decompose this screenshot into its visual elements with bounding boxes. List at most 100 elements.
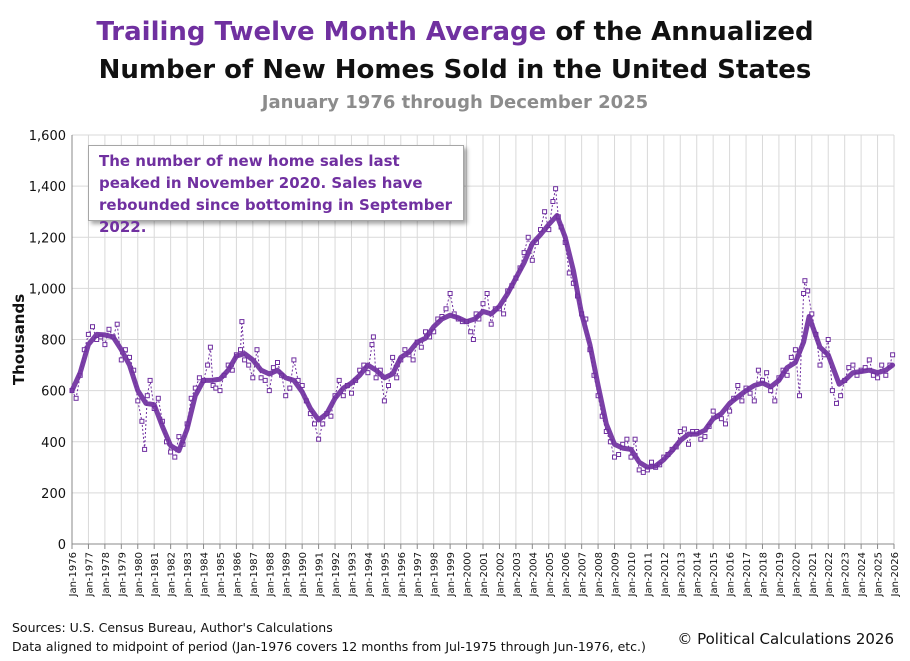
monthly-data-point: [727, 408, 733, 414]
monthly-data-point: [328, 413, 334, 419]
monthly-data-point: [468, 329, 474, 335]
x-tick-label: Jan-2017: [742, 552, 753, 597]
monthly-data-point: [176, 434, 182, 440]
monthly-data-point: [365, 370, 371, 376]
monthly-data-point: [632, 436, 638, 442]
x-tick-label: Jan-2016: [726, 552, 737, 597]
x-tick-label: Jan-1978: [101, 552, 112, 597]
monthly-data-point: [735, 383, 741, 388]
y-tick-label: 800: [41, 334, 66, 349]
monthly-data-point: [751, 398, 757, 404]
monthly-data-point: [710, 408, 716, 414]
monthly-data-point: [207, 344, 213, 350]
x-tick-label: Jan-1999: [446, 552, 457, 597]
y-tick-label: 1,000: [29, 282, 66, 297]
monthly-data-point: [542, 209, 548, 215]
monthly-data-point: [488, 321, 494, 327]
monthly-data-point: [788, 354, 794, 360]
monthly-data-point: [529, 257, 535, 263]
x-tick-label: Jan-1981: [150, 552, 161, 597]
monthly-data-point: [805, 288, 811, 294]
y-tick-label: 0: [58, 538, 66, 553]
x-tick-label: Jan-2003: [512, 552, 523, 597]
y-tick-label: 400: [41, 436, 66, 451]
x-tick-label: Jan-2014: [693, 552, 704, 597]
axes: [71, 135, 895, 549]
monthly-data-point: [118, 357, 124, 363]
x-tick-label: Jan-2004: [528, 552, 539, 597]
monthly-data-point: [210, 383, 216, 388]
x-tick-label: Jan-2018: [758, 552, 769, 597]
x-tick-label: Jan-2007: [578, 552, 589, 597]
monthly-data-point: [443, 306, 449, 312]
ttm-average-line: [69, 213, 896, 470]
x-tick-label: Jan-1998: [430, 552, 441, 597]
x-tick-label: Jan-2020: [791, 552, 802, 597]
x-tick-label: Jan-1996: [397, 552, 408, 597]
monthly-data-point: [381, 398, 387, 404]
monthly-data-point: [681, 426, 687, 432]
x-tick-label: Jan-1984: [200, 552, 211, 597]
monthly-data-point: [139, 418, 145, 424]
x-tick-label: Jan-2006: [561, 552, 572, 597]
monthly-data-point: [553, 186, 559, 192]
x-tick-label: Jan-1991: [315, 552, 326, 597]
x-tick-label: Jan-2013: [676, 552, 687, 597]
monthly-data-point: [266, 388, 272, 394]
monthly-data-point: [242, 357, 248, 363]
series-layer: [69, 186, 896, 475]
monthly-data-point: [809, 311, 815, 317]
y-tick-label: 600: [41, 385, 66, 400]
chart-title-line-1: Trailing Twelve Month Average of the Ann…: [0, 14, 910, 50]
monthly-data-point: [246, 362, 252, 368]
monthly-data-point: [135, 398, 141, 404]
x-tick-label: Jan-2001: [479, 552, 490, 597]
x-tick-label: Jan-2015: [709, 552, 720, 597]
monthly-data-point: [649, 459, 654, 465]
x-tick-label: Jan-2008: [594, 552, 605, 597]
tick-labels: 0 200 400 600 800 1,000 1,200 1,400 1,600 Jan-197…: [10, 129, 901, 597]
monthly-data-point: [73, 395, 79, 401]
chart-title-accent: Trailing Twelve Month Average: [96, 17, 547, 47]
monthly-data-point: [85, 331, 91, 337]
monthly-data-point: [698, 436, 704, 442]
x-tick-label: Jan-1989: [282, 552, 293, 597]
monthly-data-point: [340, 393, 346, 399]
x-tick-label: Jan-1979: [117, 552, 128, 597]
monthly-data-point: [480, 301, 486, 307]
monthly-data-point: [846, 365, 852, 371]
monthly-data-point: [370, 334, 376, 340]
annotation-callout: The number of new home sales last peaked…: [88, 145, 464, 236]
x-tick-label: Jan-1986: [232, 552, 243, 597]
monthly-data-point: [525, 234, 531, 240]
monthly-data-point: [825, 337, 831, 342]
monthly-data-point: [802, 278, 808, 284]
monthly-data-point: [205, 362, 211, 368]
x-tick-label: Jan-2019: [775, 552, 786, 597]
monthly-data-point: [686, 441, 691, 447]
x-tick-label: Jan-2021: [808, 552, 819, 597]
monthly-data-point: [390, 354, 396, 360]
monthly-data-point: [239, 319, 245, 325]
x-tick-label: Jan-1976: [68, 552, 79, 597]
monthly-data-point: [336, 377, 342, 383]
x-tick-label: Jan-1983: [183, 552, 194, 597]
y-axis-title: Thousands: [10, 294, 28, 385]
y-tick-label: 1,200: [29, 231, 66, 246]
chart-subtitle: January 1976 through December 2025: [261, 92, 649, 113]
monthly-data-point: [144, 393, 150, 399]
monthly-data-point: [172, 454, 178, 460]
monthly-data-point: [850, 362, 856, 368]
monthly-data-point: [275, 360, 280, 365]
monthly-data-point: [764, 370, 770, 376]
monthly-data-point: [718, 416, 724, 422]
monthly-data-point: [834, 400, 839, 406]
monthly-data-point: [484, 291, 490, 296]
monthly-data-point: [312, 421, 317, 427]
x-tick-label: Jan-2022: [824, 552, 835, 597]
monthly-data-point: [213, 385, 219, 391]
monthly-data-point: [447, 291, 453, 296]
monthly-data-point: [291, 357, 297, 363]
x-tick-label: Jan-1997: [413, 552, 424, 597]
